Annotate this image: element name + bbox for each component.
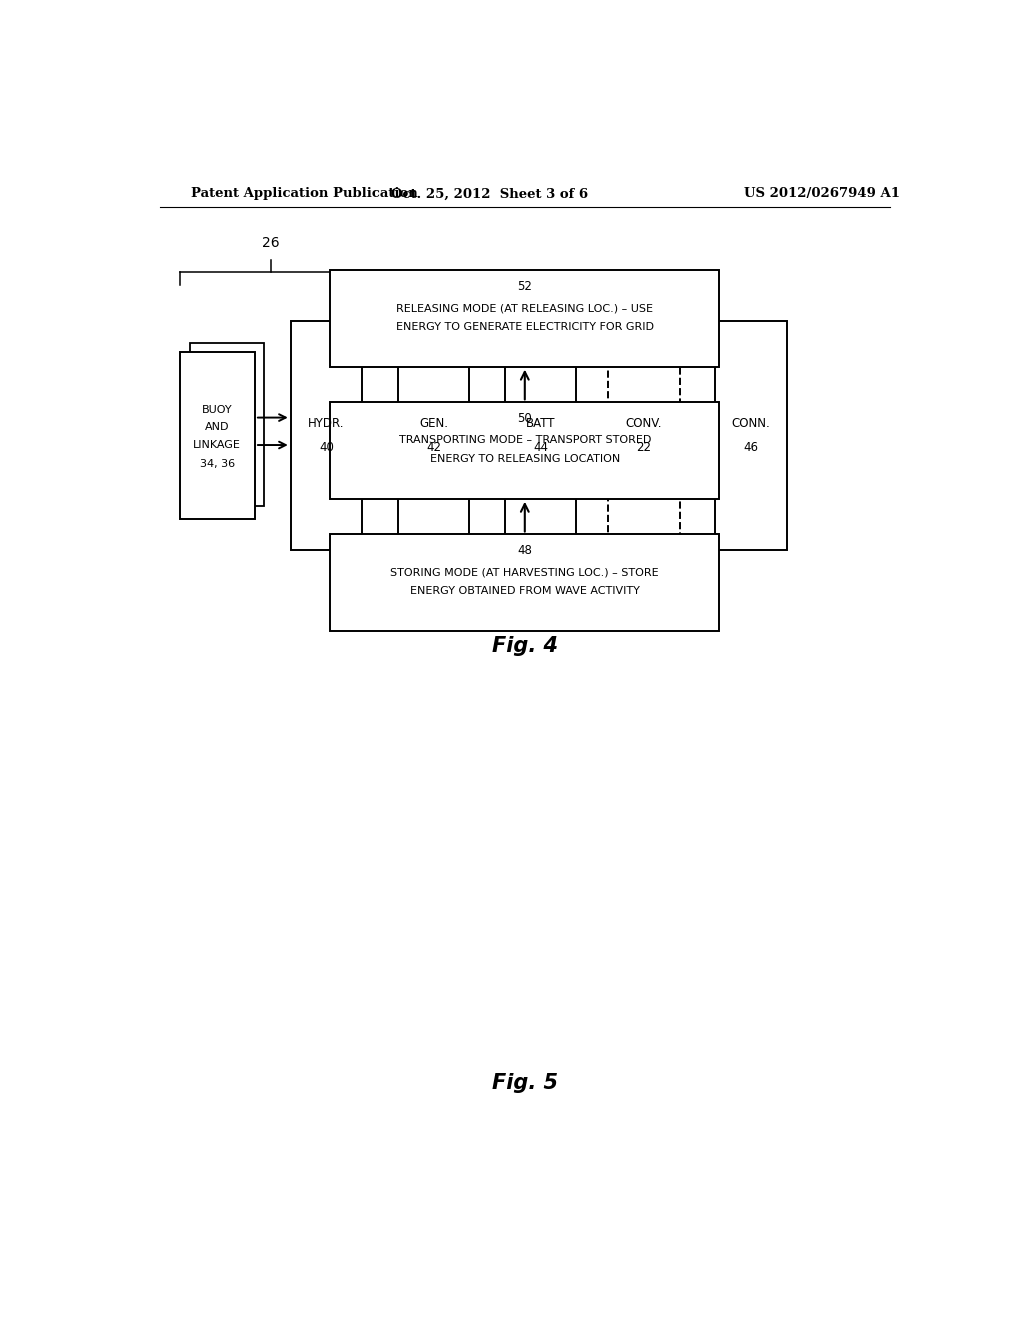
Text: Fig. 5: Fig. 5 xyxy=(492,1073,558,1093)
Text: 26: 26 xyxy=(262,236,280,249)
Text: US 2012/0267949 A1: US 2012/0267949 A1 xyxy=(744,187,900,201)
Text: 50: 50 xyxy=(517,412,532,425)
Text: Patent Application Publication: Patent Application Publication xyxy=(191,187,418,201)
Text: BATT: BATT xyxy=(526,417,555,430)
Text: BUOY: BUOY xyxy=(202,405,232,414)
Text: CONV.: CONV. xyxy=(626,417,663,430)
Text: 40: 40 xyxy=(318,441,334,454)
Text: ENERGY TO GENERATE ELECTRICITY FOR GRID: ENERGY TO GENERATE ELECTRICITY FOR GRID xyxy=(396,322,653,331)
Bar xyxy=(505,321,577,549)
Text: RELEASING MODE (AT RELEASING LOC.) – USE: RELEASING MODE (AT RELEASING LOC.) – USE xyxy=(396,304,653,313)
Text: 44: 44 xyxy=(534,441,548,454)
Text: STORING MODE (AT HARVESTING LOC.) – STORE: STORING MODE (AT HARVESTING LOC.) – STOR… xyxy=(390,568,659,578)
Text: CONN.: CONN. xyxy=(731,417,770,430)
Bar xyxy=(608,321,680,549)
Text: GEN.: GEN. xyxy=(419,417,449,430)
Text: 46: 46 xyxy=(743,441,759,454)
Bar xyxy=(331,403,719,499)
Text: Oct. 25, 2012  Sheet 3 of 6: Oct. 25, 2012 Sheet 3 of 6 xyxy=(390,187,588,201)
Bar xyxy=(397,321,469,549)
Bar xyxy=(291,321,362,549)
Text: Fig. 4: Fig. 4 xyxy=(492,636,558,656)
Text: 42: 42 xyxy=(426,441,441,454)
Text: LINKAGE: LINKAGE xyxy=(194,440,242,450)
Bar xyxy=(715,321,786,549)
Text: AND: AND xyxy=(205,422,229,432)
Text: ENERGY OBTAINED FROM WAVE ACTIVITY: ENERGY OBTAINED FROM WAVE ACTIVITY xyxy=(410,586,640,595)
Bar xyxy=(179,351,255,519)
Bar xyxy=(331,271,719,367)
Text: TRANSPORTING MODE – TRANSPORT STORED: TRANSPORTING MODE – TRANSPORT STORED xyxy=(398,436,651,445)
Text: ENERGY TO RELEASING LOCATION: ENERGY TO RELEASING LOCATION xyxy=(430,454,620,463)
Bar xyxy=(331,535,719,631)
Text: 34, 36: 34, 36 xyxy=(200,459,234,469)
Text: 22: 22 xyxy=(636,441,651,454)
Text: 52: 52 xyxy=(517,280,532,293)
Text: HYDR.: HYDR. xyxy=(308,417,345,430)
Bar xyxy=(189,343,264,506)
Text: 48: 48 xyxy=(517,544,532,557)
